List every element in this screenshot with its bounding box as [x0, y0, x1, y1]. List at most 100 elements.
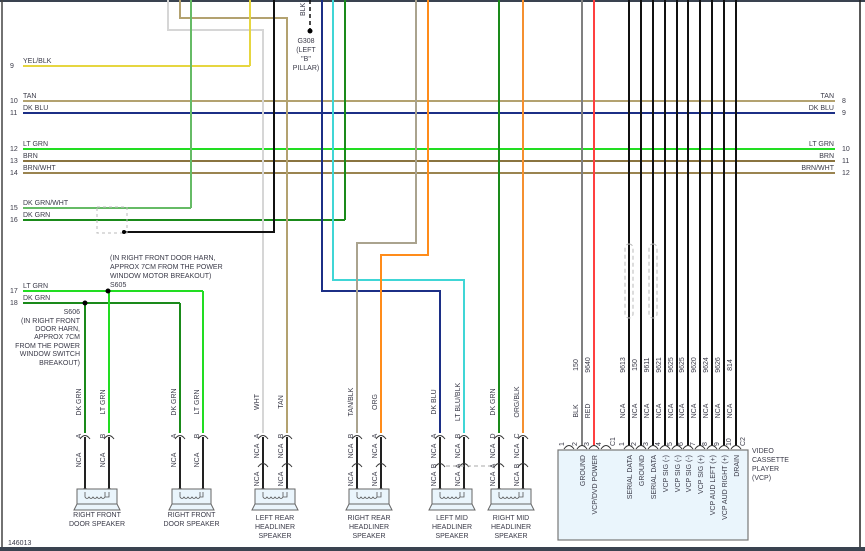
harness-pin-number: 16	[10, 217, 18, 224]
s605-note: WINDOW MOTOR BREAKOUT)	[110, 273, 211, 280]
harness-wire-label: DK BLU	[23, 105, 48, 112]
speaker-pin-letter: C	[514, 433, 521, 438]
vcp-pin-function: SERIAL DATA	[627, 455, 634, 500]
speaker-wire-color: NCA	[431, 443, 438, 458]
speaker-wire-color: NCA	[171, 452, 178, 467]
figure-id: 146013	[8, 540, 31, 547]
connector-icon	[103, 435, 115, 440]
speaker-wire-color: NCA	[372, 443, 379, 458]
ground-note: (LEFT	[296, 47, 316, 54]
vcp-box	[557, 449, 749, 541]
harness-pin-number: 14	[10, 170, 18, 177]
speaker-pin-letter: B	[514, 463, 521, 468]
speaker-pin-letter: B	[455, 433, 462, 438]
connector-icon	[257, 463, 269, 468]
harness-wire-label: LT GRN	[23, 283, 48, 290]
speaker-pin-letter: D	[490, 433, 497, 438]
drain-splice-dot	[122, 230, 126, 234]
harness-wire-label: DK GRN	[23, 295, 50, 302]
coil-icon	[262, 492, 288, 499]
speaker-wire-color: NCA	[254, 471, 261, 486]
s605-id: S605	[110, 282, 126, 289]
speaker-pin-letter: B	[278, 433, 285, 438]
vcp-title: VIDEO	[752, 448, 774, 455]
vcp-wire-color: NCA	[703, 403, 710, 418]
vcp-title: PLAYER	[752, 466, 779, 473]
speaker-base	[168, 503, 215, 511]
vcp-wire-color: NCA	[715, 403, 722, 418]
connector-c2-label: C2	[740, 437, 747, 446]
twisted-pair-shield	[624, 243, 634, 319]
connector-icon	[706, 445, 718, 450]
speaker-icon	[171, 488, 212, 505]
speaker-wire-color: NCA	[348, 471, 355, 486]
speaker-wire-color: LT GRN	[194, 389, 201, 414]
connector-icon	[458, 435, 470, 440]
speaker-wire-color: NCA	[514, 471, 521, 486]
connector-icon	[281, 463, 293, 468]
speaker-wire-color: NCA	[76, 452, 83, 467]
routed-wires	[84, 0, 737, 446]
speaker-pin-letter: A	[455, 463, 462, 468]
harness-wire-label: TAN	[23, 93, 36, 100]
coil-icon	[439, 492, 465, 499]
vcp-pin-number: 8	[702, 442, 709, 446]
harness-pin-number: 9	[10, 63, 14, 70]
vcp-circuit-number: 9624	[703, 357, 710, 373]
speaker-base	[73, 503, 121, 511]
harness-wire-label: BRN/WHT	[801, 165, 834, 172]
speaker-pin-letter: A	[171, 433, 178, 438]
speaker-pin-letter: B	[194, 433, 201, 438]
speaker-name: LEFT REAR	[256, 515, 294, 522]
wire	[124, 0, 275, 233]
speaker: WHT A NCA NCA TAN B NCA NCA LEFT REAR HEADLINER SP…	[251, 393, 299, 540]
coil-icon	[356, 492, 382, 499]
connector-icon	[257, 435, 269, 440]
s606-note: BREAKOUT)	[39, 360, 80, 367]
vcp-pin-number: 3	[643, 442, 650, 446]
connector-icon	[694, 445, 706, 450]
vcp-wire-color: NCA	[679, 403, 686, 418]
speaker-wire-color: DK BLU	[431, 389, 438, 414]
connector-icon	[730, 445, 742, 450]
speaker-wire-color: DK GRN	[171, 388, 178, 415]
harness-pin-number: 11	[10, 110, 17, 117]
vcp-pin-number: 2	[631, 442, 638, 446]
ground-point-icon	[307, 28, 313, 34]
wire	[380, 0, 429, 433]
ground-note: PILLAR)	[293, 65, 319, 72]
speaker: DK GRN A NCA LT GRN B NCA RIGHT FRONT DOOR SPEA…	[69, 388, 125, 528]
vcp-wire-color: NCA	[620, 403, 627, 418]
bottom-bar	[0, 547, 865, 551]
connector-icon	[281, 435, 293, 440]
vcp-circuit-number: 9611	[644, 357, 651, 372]
vcp-circuit-number: 150	[573, 359, 580, 371]
ground-note: "B"	[301, 56, 311, 63]
vcp-circuit-number: 9625	[668, 357, 675, 373]
vcp-pin-number: 2	[572, 442, 579, 446]
speaker-wire-color: TAN/BLK	[348, 387, 355, 416]
vcp-pin-function: VCP AUD RIGHT (+)	[722, 455, 729, 520]
speaker-name: DOOR SPEAKER	[69, 521, 125, 528]
speaker-name: SPEAKER	[352, 533, 385, 540]
splice-s605-dot	[105, 288, 111, 294]
speaker: DK GRN A NCA LT GRN B NCA RIGHT FRONT DOOR SPEA…	[163, 388, 219, 528]
speaker-name: RIGHT FRONT	[73, 512, 121, 519]
speaker-wire-color: NCA	[254, 443, 261, 458]
vcp-circuit-number: 9620	[691, 357, 698, 373]
harness-pin-number: 12	[842, 170, 850, 177]
vcp-pin-number: 10	[726, 438, 733, 446]
coil-icon	[84, 492, 110, 499]
vcp-circuit-number: 9621	[656, 357, 663, 373]
connector-icon	[517, 435, 529, 440]
harness-wire-label: TAN	[821, 93, 834, 100]
connector-icon	[588, 445, 600, 450]
speaker-wire-color: DK GRN	[490, 388, 497, 415]
speaker-pin-letter: B	[100, 433, 107, 438]
wire	[356, 0, 417, 433]
speaker-name: SPEAKER	[494, 533, 527, 540]
coil-icon	[179, 492, 204, 499]
speaker-wire-color: NCA	[194, 452, 201, 467]
harness-pin-number: 18	[10, 300, 18, 307]
vcp-title: CASSETTE	[752, 457, 789, 464]
